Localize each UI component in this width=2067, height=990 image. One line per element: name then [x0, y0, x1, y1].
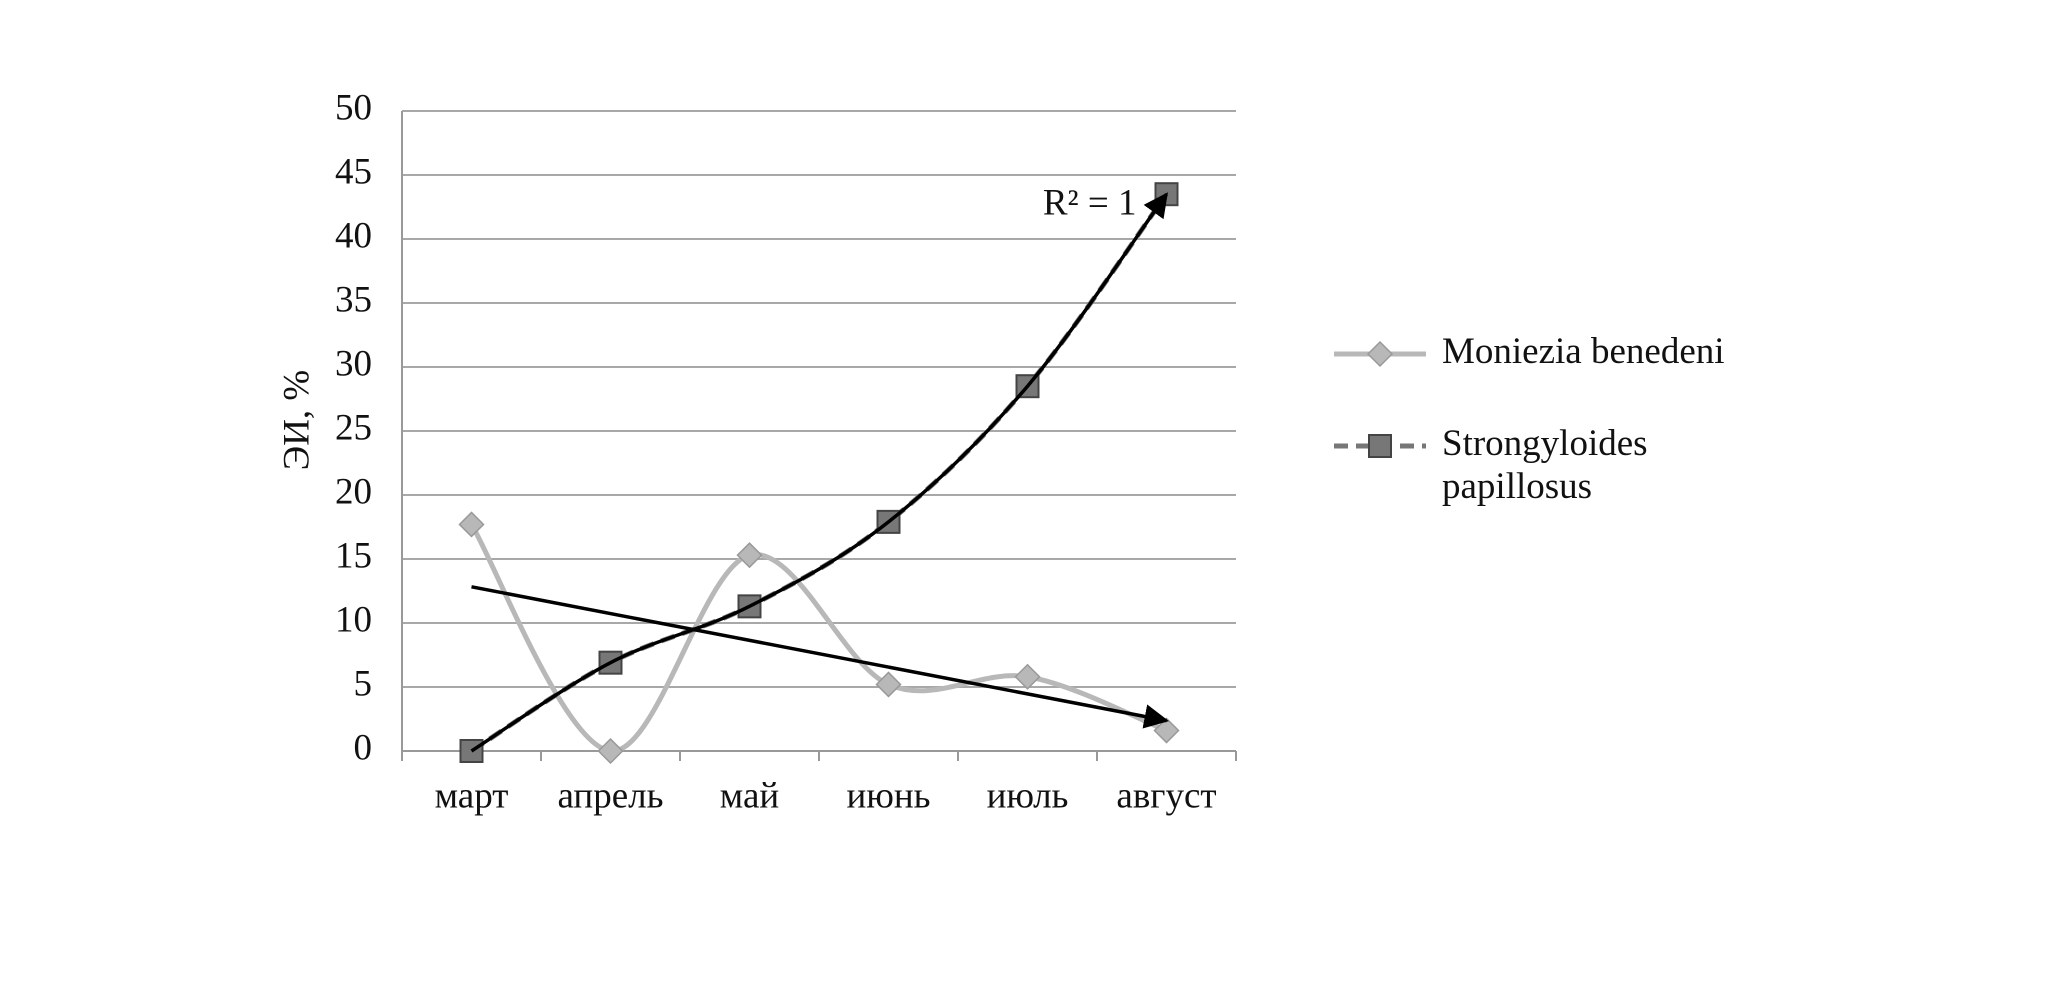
data-point [1153, 717, 1180, 744]
x-tick-label: июнь [846, 775, 930, 816]
legend-marker [1368, 434, 1392, 458]
legend-swatch [1334, 340, 1426, 368]
y-tick-label: 10 [335, 599, 372, 640]
x-tick-label: май [720, 775, 779, 816]
y-axis-label: ЭИ, % [276, 370, 317, 470]
data-point [736, 542, 763, 569]
x-tick-label: март [435, 775, 509, 816]
x-tick-label: апрель [558, 775, 664, 816]
y-tick-label: 25 [335, 407, 372, 448]
annotation: R² = 1 [1043, 183, 1137, 224]
legend-marker [1366, 340, 1394, 368]
data-point [458, 511, 485, 538]
data-point [1154, 182, 1179, 207]
x-tick-label: июль [987, 775, 1069, 816]
legend-swatch [1334, 434, 1426, 458]
y-tick-label: 0 [354, 727, 373, 768]
y-tick-label: 20 [335, 471, 372, 512]
legend: Moniezia benedeni Strongyloides papillosu… [1330, 330, 1790, 556]
y-tick-label: 45 [335, 151, 372, 192]
data-point [875, 671, 902, 698]
data-point [597, 737, 624, 765]
legend-label: Moniezia benedeni [1442, 331, 1725, 372]
y-tick-label: 50 [335, 87, 372, 128]
trendline [471, 585, 1169, 729]
legend-item: Moniezia benedeni [1330, 330, 1790, 374]
x-tick-label: август [1116, 775, 1216, 816]
y-tick-label: 30 [335, 343, 372, 384]
y-tick-label: 40 [335, 215, 372, 256]
trendline [470, 192, 1168, 753]
y-tick-label: 5 [354, 663, 373, 704]
data-point [1014, 663, 1041, 690]
series-line [470, 192, 1169, 754]
y-tick-label: 15 [335, 535, 372, 576]
legend-item: Strongyloides papillosus [1330, 422, 1790, 508]
legend-label: Strongyloides papillosus [1442, 423, 1648, 507]
y-tick-label: 35 [335, 279, 372, 320]
